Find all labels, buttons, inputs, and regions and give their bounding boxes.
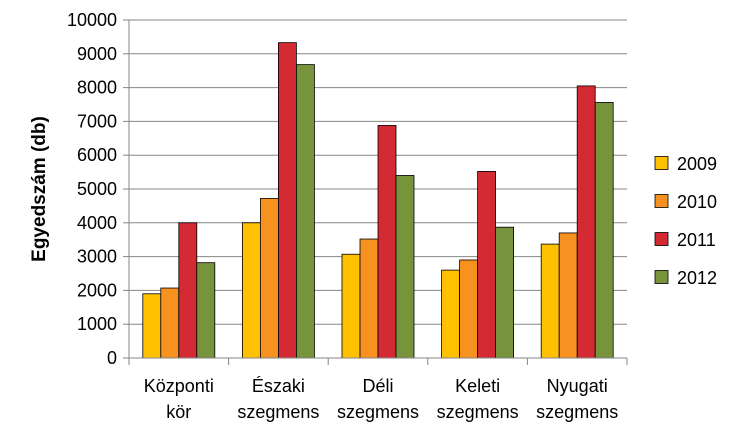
category-label: Északi — [252, 376, 305, 396]
bar-2011-0 — [178, 222, 198, 359]
legend-label-2009: 2009 — [677, 154, 717, 174]
y-tick-label: 7000 — [77, 111, 117, 131]
legend-swatch-2010 — [654, 194, 669, 208]
legend-label-2010: 2010 — [677, 192, 717, 212]
category-label: Keleti — [455, 376, 500, 396]
y-tick-label: 0 — [107, 348, 117, 368]
y-tick-label: 6000 — [77, 145, 117, 165]
y-tick-label: 8000 — [77, 78, 117, 98]
bar-2011-4 — [576, 85, 596, 359]
y-tick-label: 4000 — [77, 213, 117, 233]
category-label: szegmens — [237, 402, 319, 422]
category-label: szegmens — [337, 402, 419, 422]
y-axis-label: Egyedszám (db) — [29, 116, 50, 262]
bar-2009-0 — [142, 293, 162, 359]
bar-2010-3 — [459, 259, 479, 359]
y-tick-label: 5000 — [77, 179, 117, 199]
category-label: kör — [166, 402, 191, 422]
bar-2009-4 — [540, 243, 560, 359]
axes — [123, 19, 628, 365]
bar-2010-1 — [259, 198, 279, 359]
bar-2011-3 — [477, 171, 497, 359]
bar-2009-2 — [341, 253, 361, 359]
bar-2009-3 — [441, 269, 461, 359]
y-tick-labels: 0 1000 2000 3000 4000 5000 6000 7000 8000 9000 100… — [67, 10, 117, 368]
y-tick-label: 9000 — [77, 44, 117, 64]
x-category-labels: Központi kör Északi szegmens Déli szegmens Kel… — [144, 376, 618, 422]
legend-swatch-2011 — [654, 232, 669, 246]
legend-label-2012: 2012 — [677, 268, 717, 288]
y-tick-label: 10000 — [67, 10, 117, 30]
category-label: szegmens — [437, 402, 519, 422]
bar-2010-4 — [558, 232, 578, 359]
bar-2012-2 — [395, 175, 415, 359]
bar-2012-3 — [495, 226, 515, 359]
bar-2010-2 — [359, 238, 379, 359]
bar-2012-4 — [594, 102, 614, 359]
category-label: Déli — [362, 376, 393, 396]
category-label: Nyugati — [547, 376, 608, 396]
bar-2011-2 — [377, 125, 397, 359]
legend-label-2011: 2011 — [677, 230, 716, 250]
legend-swatch-2009 — [654, 156, 669, 170]
bar-2009-1 — [241, 222, 261, 359]
y-tick-label: 2000 — [77, 280, 117, 300]
bar-2012-0 — [196, 262, 216, 359]
bar-2012-1 — [295, 64, 315, 359]
legend-swatch-2012 — [654, 270, 669, 284]
bar-2011-1 — [277, 42, 297, 359]
y-tick-label: 3000 — [77, 247, 117, 267]
bar-2010-0 — [160, 287, 180, 359]
bars — [142, 42, 614, 359]
legend: 2009 2010 2011 2012 — [654, 154, 717, 288]
y-tick-label: 1000 — [77, 314, 117, 334]
category-label: szegmens — [536, 402, 618, 422]
category-label: Központi — [144, 376, 214, 396]
